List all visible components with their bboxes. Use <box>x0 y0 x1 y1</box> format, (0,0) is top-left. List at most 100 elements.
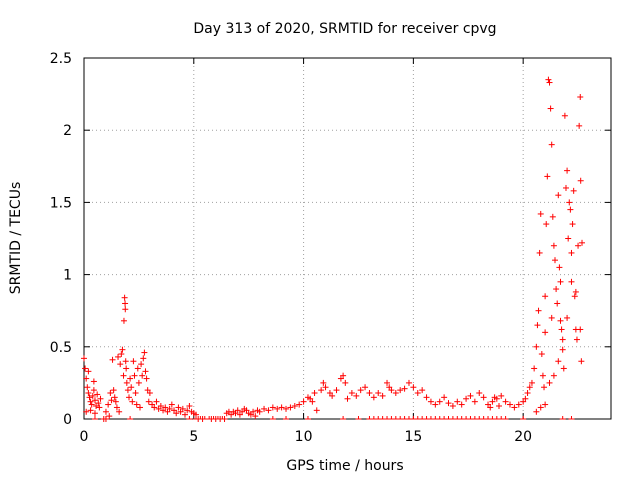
x-axis-label: GPS time / hours <box>286 458 403 474</box>
data-point <box>138 361 145 368</box>
data-point <box>329 392 336 399</box>
data-point <box>463 395 470 402</box>
data-point <box>555 358 562 365</box>
data-point <box>550 242 557 249</box>
data-point <box>96 404 103 411</box>
data-point <box>410 384 417 391</box>
data-point <box>493 395 500 402</box>
data-point <box>480 394 487 401</box>
data-point <box>515 401 522 408</box>
data-point <box>578 358 585 365</box>
data-point <box>348 390 355 397</box>
data-point <box>445 400 452 407</box>
data-point <box>113 404 120 411</box>
data-point <box>546 79 553 86</box>
data-point <box>136 404 143 411</box>
data-point <box>414 390 421 397</box>
data-point-zero <box>502 416 509 420</box>
data-point-zero <box>568 416 575 420</box>
data-point <box>135 379 142 386</box>
data-point <box>89 392 96 399</box>
data-point <box>573 336 580 343</box>
data-point <box>526 384 533 391</box>
data-point <box>357 387 364 394</box>
data-point <box>531 365 538 372</box>
data-point <box>146 390 153 397</box>
data-point <box>561 112 568 119</box>
data-point <box>234 407 241 414</box>
data-point-zero <box>304 416 311 420</box>
x-tick-label: 20 <box>514 429 532 445</box>
data-point <box>538 351 545 358</box>
data-point <box>90 387 97 394</box>
data-point <box>320 379 327 386</box>
plot-frame <box>83 57 612 420</box>
data-point <box>123 365 130 372</box>
data-point <box>550 372 557 379</box>
data-point-zero <box>186 416 193 420</box>
data-point <box>94 391 101 398</box>
data-point <box>458 401 465 408</box>
data-point <box>91 397 98 404</box>
data-point <box>554 300 561 307</box>
data-point <box>543 221 550 228</box>
data-point <box>388 387 395 394</box>
data-point <box>252 413 259 420</box>
x-tick-label: 0 <box>80 429 89 445</box>
data-point <box>467 392 474 399</box>
data-point <box>537 210 544 217</box>
data-point <box>106 413 113 420</box>
data-point <box>173 410 180 417</box>
data-point <box>340 372 347 379</box>
data-point <box>117 361 124 368</box>
data-points <box>81 76 586 422</box>
data-point <box>537 404 544 411</box>
data-point <box>557 317 564 324</box>
data-point-zero <box>520 416 527 420</box>
data-point <box>143 375 150 382</box>
data-point <box>108 397 115 404</box>
data-point <box>572 288 579 295</box>
data-point <box>471 398 478 405</box>
data-point <box>122 306 129 313</box>
data-point <box>132 390 139 397</box>
data-point-zero <box>559 416 566 420</box>
data-point <box>542 401 549 408</box>
y-axis-label: SRMTID / TECUs <box>8 182 24 295</box>
data-point <box>569 221 576 228</box>
data-point-zero <box>283 416 290 420</box>
data-point <box>130 358 137 365</box>
data-point <box>87 407 94 414</box>
data-point <box>496 403 503 410</box>
data-point <box>139 372 146 379</box>
data-point <box>166 405 173 412</box>
data-point <box>118 351 125 358</box>
x-tick-label: 5 <box>189 429 198 445</box>
data-point <box>105 401 112 408</box>
data-point <box>565 235 572 242</box>
data-point-zero <box>340 416 347 420</box>
data-point <box>575 242 582 249</box>
x-tick-label: 10 <box>295 429 313 445</box>
data-point <box>127 375 134 382</box>
axis-ticks: 0 5 10 15 20 0 0.5 1 1.5 2 2.5 <box>50 51 611 445</box>
data-point <box>86 394 93 401</box>
data-point <box>296 401 303 408</box>
data-point <box>151 404 158 411</box>
data-point <box>287 404 294 411</box>
data-point <box>562 184 569 191</box>
data-point <box>547 105 554 112</box>
data-point <box>423 394 430 401</box>
data-point <box>184 407 191 414</box>
data-point <box>577 93 584 100</box>
data-point <box>560 365 567 372</box>
y-tick-label: 2 <box>63 123 72 139</box>
data-point <box>120 372 127 379</box>
y-tick-label: 1.5 <box>50 195 72 211</box>
data-point <box>88 401 95 408</box>
data-point <box>182 411 189 418</box>
data-point <box>102 408 109 415</box>
data-point <box>436 398 443 405</box>
data-point <box>90 378 97 385</box>
